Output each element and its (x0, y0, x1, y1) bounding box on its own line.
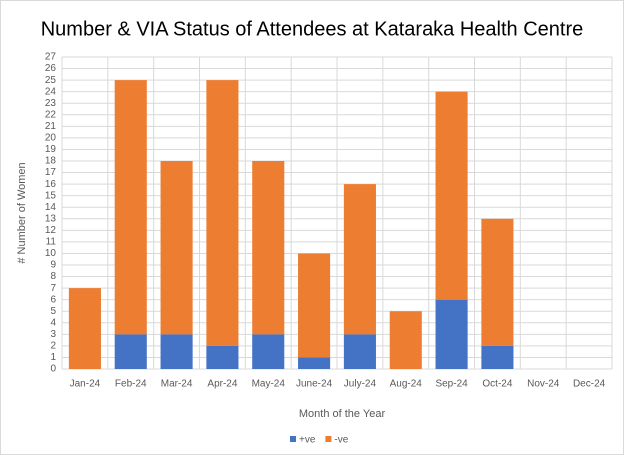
bar-segment (252, 334, 285, 369)
x-tick-label: Oct-24 (482, 379, 512, 390)
x-tick-label: Mar-24 (161, 379, 193, 390)
bar-segment (114, 334, 147, 369)
y-tick-label: 19 (45, 144, 57, 155)
bar-segment (160, 161, 193, 335)
bar-segment (114, 80, 147, 335)
y-tick-label: 4 (50, 317, 56, 328)
y-tick-label: 24 (45, 86, 57, 97)
y-tick-label: 10 (45, 248, 57, 259)
y-tick-label: 23 (45, 98, 57, 109)
legend-swatch (290, 436, 296, 442)
x-tick-label: Dec-24 (573, 379, 606, 390)
legend-label: +ve (299, 435, 316, 446)
y-tick-label: 22 (45, 109, 57, 120)
y-tick-label: 17 (45, 167, 57, 178)
y-tick-label: 18 (45, 156, 57, 167)
bar-segment (343, 184, 376, 335)
bar-segment (435, 299, 468, 369)
y-tick-label: 15 (45, 190, 57, 201)
x-tick-label: Nov-24 (527, 379, 560, 390)
y-tick-label: 1 (50, 352, 56, 363)
x-tick-label: June-24 (296, 379, 333, 390)
y-tick-label: 20 (45, 133, 57, 144)
x-tick-label: Feb-24 (115, 379, 147, 390)
x-tick-label: July-24 (344, 379, 377, 390)
bar-segment (206, 345, 239, 369)
x-axis-title: Month of the Year (299, 408, 386, 420)
y-tick-label: 12 (45, 225, 57, 236)
bar-segment (481, 218, 514, 346)
y-tick-label: 3 (50, 329, 56, 340)
y-tick-label: 14 (45, 202, 57, 213)
y-tick-label: 16 (45, 179, 57, 190)
legend-swatch (325, 436, 332, 442)
x-tick-label: Apr-24 (207, 379, 237, 390)
y-tick-label: 27 (45, 52, 57, 63)
y-tick-label: 7 (50, 283, 56, 294)
y-tick-label: 11 (46, 237, 57, 248)
bar-segment (160, 334, 193, 369)
y-tick-label: 2 (50, 341, 56, 352)
bar-segment (298, 357, 331, 369)
y-tick-label: 26 (45, 63, 57, 74)
y-tick-label: 5 (50, 306, 56, 317)
y-tick-label: 25 (45, 75, 57, 86)
y-tick-label: 21 (45, 121, 57, 132)
legend-label: -ve (334, 435, 348, 446)
x-tick-label: Jan-24 (70, 379, 101, 390)
bar-segment (435, 91, 468, 300)
chart-title: Number & VIA Status of Attendees at Kata… (41, 18, 584, 40)
x-tick-label: Aug-24 (390, 379, 423, 390)
bar-segment (68, 288, 101, 369)
bar-segment (206, 80, 239, 346)
y-axis-title: # Number of Women (16, 162, 28, 263)
y-tick-label: 9 (50, 260, 56, 271)
bar-segment (389, 311, 422, 369)
x-tick-label: Sep-24 (435, 379, 468, 390)
bar-segment (298, 253, 331, 358)
x-tick-label: May-24 (252, 379, 286, 390)
y-tick-label: 13 (45, 213, 57, 224)
y-tick-label: 8 (50, 271, 56, 282)
bar-segment (252, 161, 285, 335)
bar-segment (343, 334, 376, 369)
y-tick-label: 6 (50, 294, 56, 305)
bar-segment (481, 345, 514, 369)
y-tick-label: 0 (50, 364, 56, 375)
